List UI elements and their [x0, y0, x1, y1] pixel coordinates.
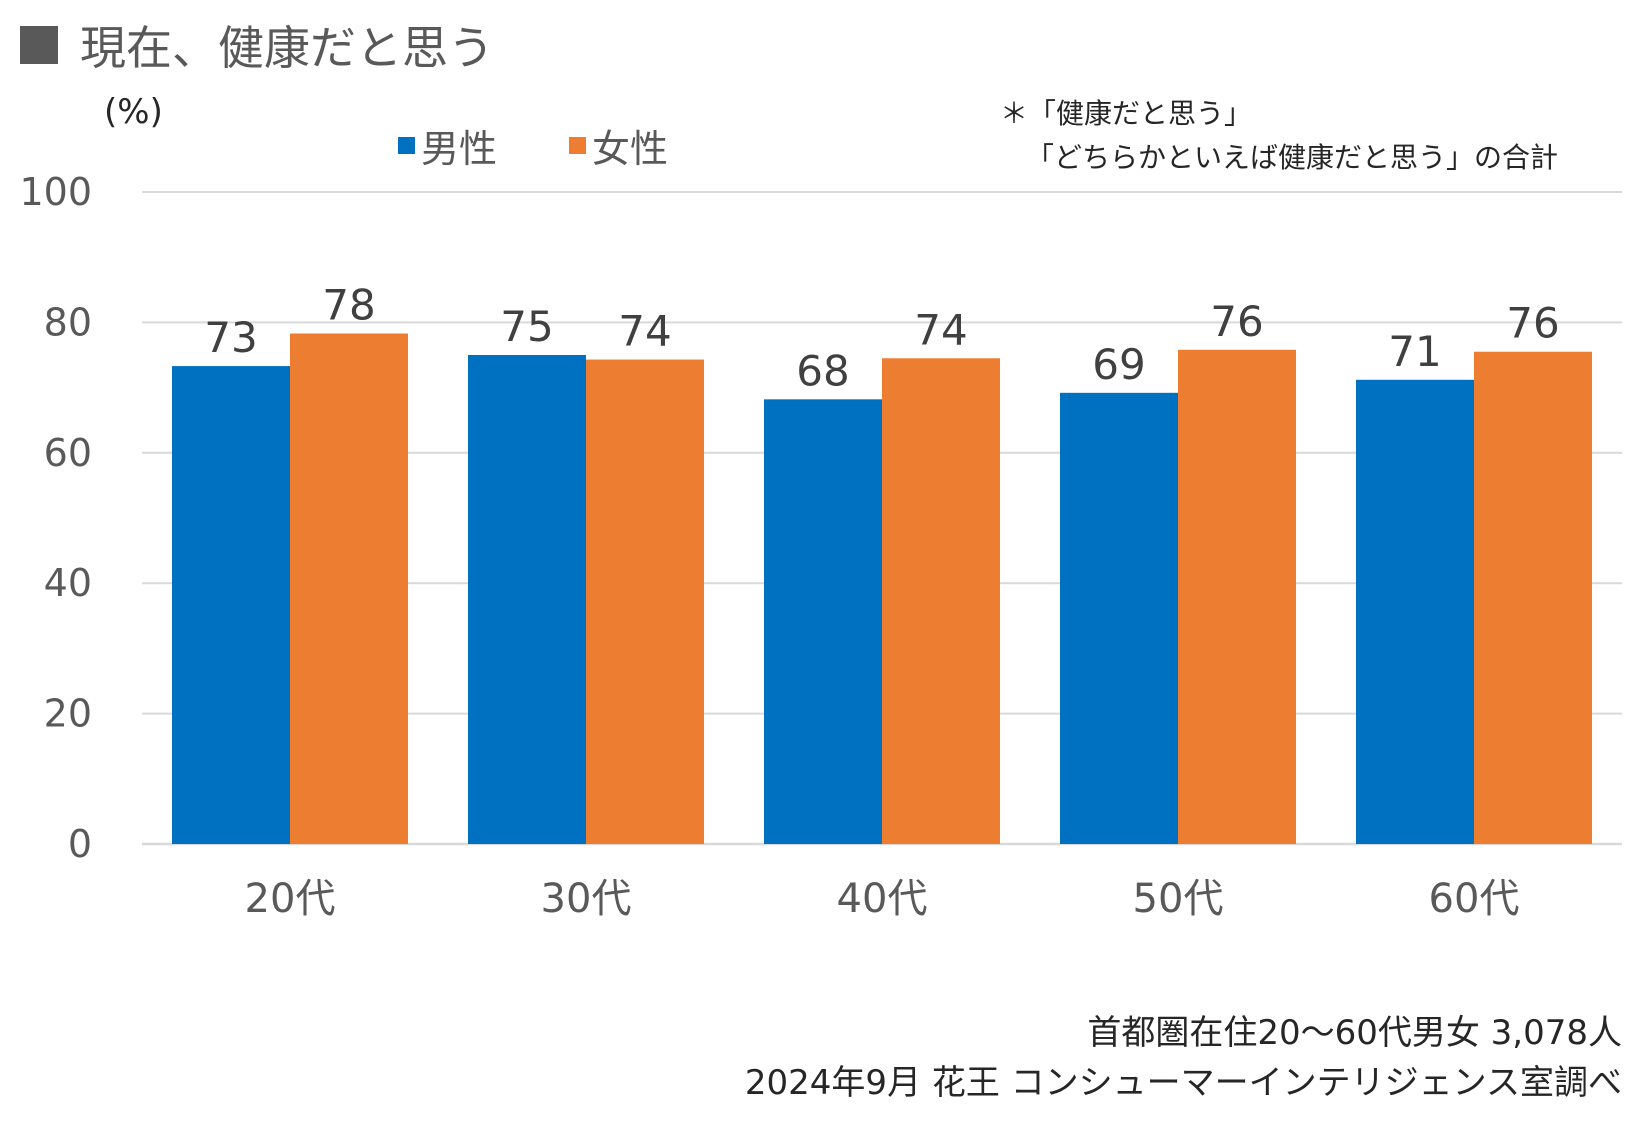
note-line-2: 「どちらかといえば健康だと思う」の合計	[1026, 141, 1559, 174]
data-label-male: 68	[796, 346, 849, 395]
y-tick-label: 80	[44, 300, 92, 344]
data-label-female: 76	[1506, 299, 1559, 348]
x-tick-label: 20代	[245, 876, 336, 922]
y-tick-label: 40	[44, 561, 92, 605]
title-square-icon	[20, 26, 58, 64]
data-label-male: 75	[500, 302, 553, 351]
y-tick-label: 0	[68, 822, 92, 866]
chart-title-text: 現在、健康だと思う	[80, 21, 494, 75]
y-tick-label: 60	[44, 431, 92, 475]
bar-female-40代	[882, 358, 1000, 844]
footer-sample: 首都圏在住20～60代男女 3,078人	[1087, 1013, 1622, 1053]
data-label-male: 69	[1092, 340, 1145, 389]
bar-female-60代	[1474, 351, 1592, 844]
legend-label-female: 女性	[592, 127, 669, 171]
bar-male-60代	[1356, 379, 1474, 844]
y-axis-unit: (%)	[104, 92, 163, 132]
x-tick-label: 60代	[1429, 876, 1520, 922]
legend-item-male: 男性	[398, 118, 497, 173]
bar-male-40代	[764, 399, 882, 844]
y-tick-label: 100	[19, 170, 92, 214]
footer: 首都圏在住20～60代男女 3,078人 2024年9月 花王 コンシューマーイ…	[745, 1008, 1622, 1108]
data-label-female: 74	[914, 305, 967, 354]
legend-swatch-female	[569, 137, 587, 154]
bar-female-50代	[1178, 349, 1296, 844]
bar-male-30代	[468, 355, 586, 844]
legend-item-female: 女性	[569, 118, 668, 173]
legend-swatch-male	[398, 137, 415, 154]
data-label-female: 74	[618, 307, 671, 356]
x-tick-label: 30代	[541, 876, 632, 922]
data-label-male: 71	[1388, 327, 1441, 376]
legend-label-male: 男性	[421, 127, 498, 171]
data-label-female: 76	[1210, 297, 1263, 346]
footer-source: 2024年9月 花王 コンシューマーインテリジェンス室調べ	[744, 1063, 1622, 1103]
bar-female-20代	[290, 333, 408, 844]
x-tick-label: 50代	[1133, 876, 1224, 922]
y-tick-label: 20	[44, 692, 92, 736]
note-line-1: ＊「健康だと思う」	[1000, 97, 1253, 130]
data-label-male: 73	[204, 313, 257, 362]
bar-male-50代	[1060, 392, 1178, 844]
x-tick-label: 40代	[837, 876, 928, 922]
bar-male-20代	[172, 366, 290, 844]
data-label-female: 78	[322, 280, 375, 329]
chart-title: 現在、健康だと思う	[20, 12, 494, 78]
note: ＊「健康だと思う」 「どちらかといえば健康だと思う」の合計	[1000, 92, 1558, 180]
bar-female-30代	[586, 359, 704, 844]
legend: 男性 女性	[398, 118, 740, 173]
